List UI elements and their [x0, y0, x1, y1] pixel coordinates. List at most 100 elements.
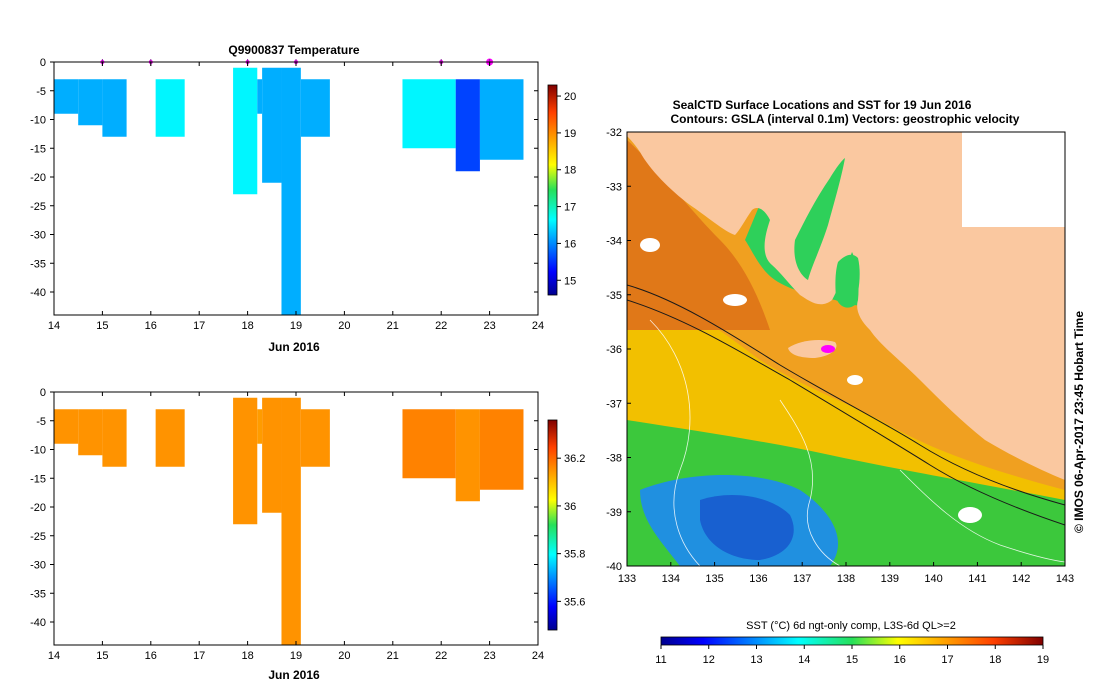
map-title: SealCTD Surface Locations and SST for 19… [673, 98, 972, 112]
sst-colorbar-tick-label: 13 [750, 654, 762, 666]
profile-cell [455, 409, 480, 502]
y-tick-label: -40 [30, 287, 46, 299]
profile-cell [262, 397, 282, 513]
profile-cell [233, 67, 258, 195]
sst-map-panel: SealCTD Surface Locations and SST for 19… [606, 98, 1086, 666]
imos-credit-text: © IMOS 06-Apr-2017 23:45 Hobart Time [1072, 311, 1086, 533]
x-tick-label: 20 [338, 320, 350, 332]
temperature-panel: Q9900837 Temperature 14 15 16 17 18 19 20 21 22 2… [30, 43, 576, 354]
colorbar-tick-label: 15 [564, 275, 576, 287]
temperature-y-axis: 0 -5 -10 -15 -20 -25 -30 -35 -40 [30, 57, 538, 299]
colorbar-tick-label: 19 [564, 128, 576, 140]
cloud-gap [847, 375, 863, 385]
sst-colorbar-tick-label: 16 [894, 654, 906, 666]
bathymetry-line [627, 284, 1065, 506]
kangaroo-island [788, 340, 837, 358]
sst-colorbar-tick-label: 18 [989, 654, 1001, 666]
profile-cell [78, 79, 103, 126]
seal-location-marker [821, 345, 835, 353]
profile-cell [402, 409, 456, 479]
lon-tick-label: 139 [881, 573, 899, 585]
y-tick-label: -15 [30, 473, 46, 485]
colorbar-tick-label: 17 [564, 202, 576, 214]
x-tick-label: 18 [241, 650, 253, 662]
lon-tick-label: 141 [968, 573, 986, 585]
temperature-x-axis-label: Jun 2016 [268, 340, 320, 354]
y-tick-label: -10 [30, 115, 46, 127]
colorbar-tick-label: 35.6 [564, 596, 585, 608]
profile-cell [455, 79, 480, 172]
x-tick-label: 20 [338, 650, 350, 662]
profile-cell [233, 397, 258, 525]
profile-cell [155, 79, 185, 137]
lon-tick-label: 136 [749, 573, 767, 585]
x-tick-label: 17 [193, 320, 205, 332]
lat-tick-label: -36 [606, 344, 622, 356]
profile-cell [300, 409, 330, 467]
lat-tick-label: -39 [606, 507, 622, 519]
salinity-x-axis: 14 15 16 17 18 19 20 21 22 23 24 [48, 392, 544, 662]
salinity-panel: 14 15 16 17 18 19 20 21 22 23 24 0 -5 -10 -15 -20 -25 -3… [30, 387, 585, 682]
lon-tick-label: 138 [837, 573, 855, 585]
colorbar-tick-label: 16 [564, 238, 576, 250]
sst-field-coldest [700, 495, 794, 560]
cloud-gap [640, 238, 660, 252]
salinity-profiles [54, 397, 524, 645]
temperature-panel-title: Q9900837 Temperature [228, 43, 360, 57]
y-tick-label: -5 [36, 416, 46, 428]
lon-tick-label: 137 [793, 573, 811, 585]
lon-tick-label: 140 [924, 573, 942, 585]
y-tick-label: -10 [30, 445, 46, 457]
gulf-st-vincent [835, 254, 860, 308]
y-tick-label: -35 [30, 258, 46, 270]
profile-cell [102, 79, 127, 137]
temperature-colorbar [547, 84, 558, 296]
sst-colorbar-tick-label: 11 [655, 654, 666, 666]
y-tick-label: -30 [30, 560, 46, 572]
y-tick-label: 0 [40, 57, 46, 69]
x-tick-label: 15 [96, 650, 108, 662]
x-tick-label: 21 [387, 320, 399, 332]
profile-cell [54, 409, 79, 444]
x-tick-label: 19 [290, 650, 302, 662]
colorbar-tick-label: 18 [564, 165, 576, 177]
colorbar-tick-label: 20 [564, 91, 576, 103]
profile-cell [402, 79, 456, 149]
y-tick-label: -25 [30, 531, 46, 543]
salinity-y-axis: 0 -5 -10 -15 -20 -25 -30 -35 -40 [30, 387, 538, 629]
lat-tick-label: -38 [606, 453, 622, 465]
lat-tick-label: -40 [606, 561, 622, 573]
profile-cell [281, 67, 301, 315]
map-latitude-axis: -32 -33 -34 -35 -36 -37 -38 -39 -40 [606, 127, 631, 573]
x-tick-label: 21 [387, 650, 399, 662]
map-subtitle: Contours: GSLA (interval 0.1m) Vectors: … [671, 112, 1020, 126]
x-tick-label: 24 [532, 650, 544, 662]
profile-cell [281, 397, 301, 645]
gsla-contour [899, 469, 1065, 563]
x-tick-label: 23 [483, 650, 495, 662]
temperature-x-axis: 14 15 16 17 18 19 20 21 22 23 24 [48, 62, 544, 332]
sst-colorbar-tick-label: 12 [703, 654, 715, 666]
profile-cell [262, 67, 282, 183]
colorbar-tick-label: 36 [564, 501, 576, 513]
x-tick-label: 18 [241, 320, 253, 332]
lon-tick-label: 133 [618, 573, 636, 585]
y-tick-label: -40 [30, 617, 46, 629]
temperature-profiles [54, 67, 524, 315]
sst-colorbar [660, 636, 1044, 646]
land-mass [627, 132, 1065, 480]
sst-colorbar-tick-label: 15 [846, 654, 858, 666]
lon-tick-label: 143 [1056, 573, 1074, 585]
map-longitude-axis: 133 134 135 136 137 138 139 140 141 142 143 [618, 562, 1074, 585]
x-tick-label: 22 [435, 650, 447, 662]
sst-field-hot [627, 140, 770, 330]
y-tick-label: -15 [30, 143, 46, 155]
sst-colorbar-tick-label: 17 [941, 654, 953, 666]
sst-colorbar-tick-label: 19 [1037, 654, 1049, 666]
profile-cell [479, 79, 524, 160]
profile-cell [257, 79, 263, 114]
sst-map-image [627, 132, 1065, 566]
profile-cell [54, 79, 79, 114]
lat-tick-label: -35 [606, 290, 622, 302]
